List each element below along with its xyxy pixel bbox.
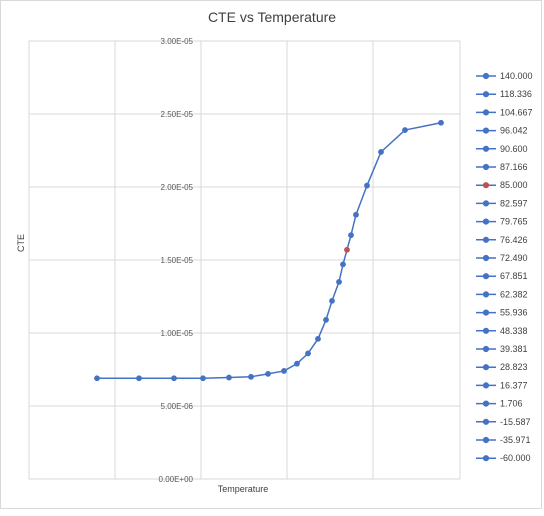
data-point <box>200 375 206 382</box>
data-point <box>248 373 254 380</box>
series-line <box>97 122 442 380</box>
data-point <box>378 149 384 155</box>
legend-label: 39.381 <box>500 344 528 354</box>
x-axis-title: Temperature <box>218 484 269 494</box>
legend-marker <box>482 364 490 371</box>
legend-marker <box>482 72 490 80</box>
data-point <box>315 335 321 342</box>
data-point <box>294 360 300 367</box>
legend-marker <box>482 345 490 353</box>
legend-label: 96.042 <box>500 126 528 136</box>
data-point <box>364 182 370 189</box>
y-tick-label: 2.00E-05 <box>161 183 194 192</box>
legend-marker <box>482 163 490 171</box>
legend-label: 118.336 <box>500 89 532 99</box>
legend-label: 79.765 <box>500 217 528 227</box>
y-tick-label: 2.50E-05 <box>161 110 194 119</box>
legend-marker <box>482 200 490 207</box>
legend-label: 90.600 <box>500 144 528 154</box>
legend-marker <box>482 182 490 189</box>
legend-label: 140.000 <box>500 71 533 81</box>
legend-label: 76.426 <box>500 235 528 245</box>
data-point <box>281 368 287 374</box>
data-point <box>226 374 232 381</box>
legend-marker <box>482 327 490 334</box>
data-point <box>329 297 335 304</box>
data-point <box>305 350 311 357</box>
legend-label: 16.377 <box>500 380 528 390</box>
legend-marker <box>482 145 490 152</box>
legend-marker <box>482 418 490 425</box>
legend-marker <box>482 400 490 407</box>
legend-marker <box>482 218 490 225</box>
y-tick-label: 0.00E+00 <box>159 475 194 484</box>
legend-marker <box>482 91 490 98</box>
legend-marker <box>482 254 490 262</box>
y-tick-label: 1.50E-05 <box>161 256 194 265</box>
data-point <box>323 316 329 323</box>
legend-label: 55.936 <box>500 308 528 318</box>
y-axis-title: CTE <box>16 234 26 252</box>
legend-label: 87.166 <box>500 162 528 172</box>
legend-label: -60.000 <box>500 453 531 463</box>
data-point <box>344 246 350 253</box>
data-point <box>265 370 271 377</box>
legend-marker <box>482 127 490 134</box>
y-tick-label: 5.00E-06 <box>161 402 194 411</box>
data-point <box>340 261 346 268</box>
data-point <box>136 375 142 382</box>
data-point <box>94 375 100 382</box>
legend-label: 67.851 <box>500 271 528 281</box>
legend-marker <box>482 109 490 116</box>
data-point <box>336 278 342 285</box>
data-point <box>348 232 354 239</box>
y-tick-label: 1.00E-05 <box>161 329 194 338</box>
data-point <box>353 211 359 218</box>
legend-marker <box>482 309 490 316</box>
legend-label: 48.338 <box>500 326 528 336</box>
data-point <box>171 375 177 382</box>
legend-label: 28.823 <box>500 362 528 372</box>
legend-label: 72.490 <box>500 253 528 263</box>
legend-marker <box>482 382 490 389</box>
legend-marker <box>482 291 490 298</box>
legend-marker <box>482 436 490 444</box>
y-tick-label: 3.00E-05 <box>161 37 194 46</box>
legend-label: -15.587 <box>500 417 531 427</box>
legend-marker <box>482 455 490 462</box>
chart-title: CTE vs Temperature <box>207 9 337 25</box>
data-point <box>402 127 408 133</box>
legend-label: -35.971 <box>500 435 531 445</box>
legend-marker <box>482 236 490 243</box>
data-point <box>438 119 444 126</box>
legend-label: 1.706 <box>500 399 523 409</box>
legend-label: 104.667 <box>500 107 533 117</box>
legend-label: 62.382 <box>500 289 528 299</box>
legend-label: 82.597 <box>500 198 528 208</box>
legend-label: 85.000 <box>500 180 528 190</box>
legend-marker <box>482 273 490 280</box>
